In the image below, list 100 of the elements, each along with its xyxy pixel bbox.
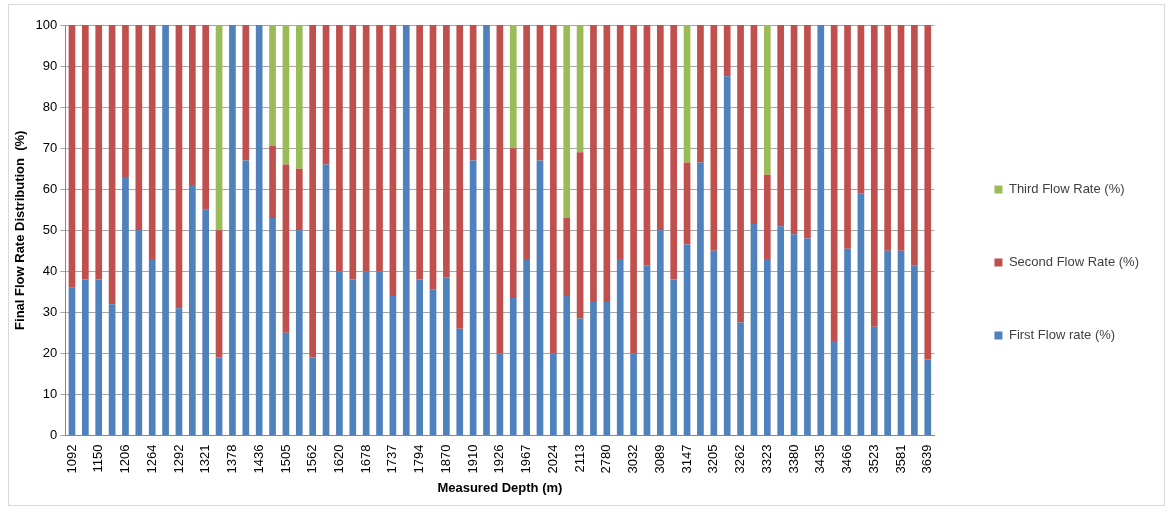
- bar: [697, 162, 704, 435]
- bar: [175, 308, 183, 435]
- x-tick-label: 3147: [678, 444, 694, 474]
- bar: [670, 25, 678, 280]
- bar: [897, 25, 905, 251]
- bar: [309, 357, 317, 435]
- bar: [697, 25, 704, 163]
- bar: [416, 279, 423, 435]
- bar: [322, 164, 330, 435]
- bar: [830, 25, 838, 342]
- bar: [82, 25, 89, 280]
- y-tick-label: 10: [42, 386, 58, 402]
- bar: [135, 25, 143, 231]
- bar: [483, 25, 490, 435]
- bar: [804, 238, 811, 435]
- bar: [523, 25, 530, 259]
- bar: [135, 230, 143, 435]
- x-tick-label: 3205: [705, 444, 721, 474]
- x-tick-label: 1150: [90, 444, 106, 473]
- x-tick-label: 1092: [63, 444, 79, 474]
- bar: [295, 168, 303, 231]
- bar: [683, 162, 691, 245]
- legend-label: Third Flow Rate (%): [1008, 181, 1125, 197]
- bar: [376, 25, 383, 272]
- bar: [68, 287, 76, 435]
- x-tick-label: 1264: [143, 444, 159, 474]
- bar: [897, 250, 905, 435]
- bar: [215, 357, 223, 435]
- bar: [630, 353, 637, 435]
- x-tick-label: 3435: [812, 444, 828, 474]
- bar: [295, 25, 303, 169]
- bar: [924, 359, 932, 435]
- bar: [616, 25, 624, 259]
- bar: [844, 25, 851, 249]
- bar: [857, 25, 865, 194]
- y-tick-label: 100: [35, 16, 58, 32]
- legend-label: Second Flow Rate (%): [1008, 254, 1140, 270]
- bar: [282, 164, 290, 333]
- bar: [616, 258, 624, 435]
- bar: [95, 25, 103, 280]
- bar: [763, 174, 771, 259]
- bar: [723, 76, 731, 435]
- y-tick-label: 50: [42, 221, 58, 237]
- bar: [603, 25, 611, 303]
- bar: [884, 25, 891, 251]
- bar: [523, 258, 530, 435]
- bar: [683, 25, 691, 163]
- bar: [844, 248, 851, 435]
- bar: [576, 318, 584, 435]
- bar: [416, 25, 423, 280]
- x-tick-label: 2113: [571, 444, 587, 473]
- legend-label: First Flow rate (%): [1008, 327, 1116, 343]
- bar: [750, 224, 758, 435]
- bar: [509, 148, 517, 298]
- bar: [269, 217, 276, 435]
- bar: [911, 25, 918, 266]
- x-tick-label: 1562: [304, 444, 320, 474]
- bar: [95, 279, 103, 435]
- x-tick-label: 2780: [598, 444, 614, 474]
- x-tick-label: 3466: [839, 444, 855, 474]
- x-tick-label: 1321: [197, 444, 213, 474]
- bar: [402, 25, 410, 435]
- bar: [710, 25, 718, 251]
- bar: [656, 25, 664, 231]
- x-tick-label: 1967: [518, 444, 534, 474]
- bar: [870, 326, 878, 435]
- bar: [576, 25, 584, 153]
- bar: [188, 185, 196, 435]
- bar: [509, 25, 517, 149]
- y-tick-label: 90: [42, 57, 58, 73]
- x-tick-label: 1737: [384, 444, 400, 474]
- bar: [857, 193, 865, 435]
- x-tick-label: 3323: [758, 444, 774, 474]
- bar: [389, 295, 397, 435]
- bar: [777, 25, 785, 227]
- bar: [242, 160, 250, 435]
- bar: [389, 25, 397, 296]
- x-tick-label: 1378: [224, 444, 240, 474]
- x-tick-label: 1870: [437, 444, 453, 474]
- bar: [550, 25, 557, 354]
- bar: [643, 25, 651, 266]
- x-tick-label: 2024: [544, 444, 560, 474]
- bar: [750, 25, 758, 225]
- bar: [563, 25, 571, 218]
- bar: [590, 302, 597, 435]
- x-tick-label: 3639: [919, 444, 935, 474]
- x-tick-label: 1620: [330, 444, 346, 474]
- bar: [443, 277, 450, 435]
- bar: [683, 244, 691, 435]
- bar: [122, 176, 129, 435]
- bar: [215, 230, 223, 358]
- y-tick-label: 80: [42, 98, 58, 114]
- bar: [509, 297, 517, 435]
- y-axis-title: Final Flow Rate Distribution (%): [12, 130, 28, 330]
- bar: [643, 265, 651, 435]
- bar: [563, 217, 571, 296]
- bar: [336, 271, 343, 435]
- bar: [108, 304, 116, 435]
- bar: [590, 25, 597, 303]
- x-tick-label: 1505: [277, 444, 293, 474]
